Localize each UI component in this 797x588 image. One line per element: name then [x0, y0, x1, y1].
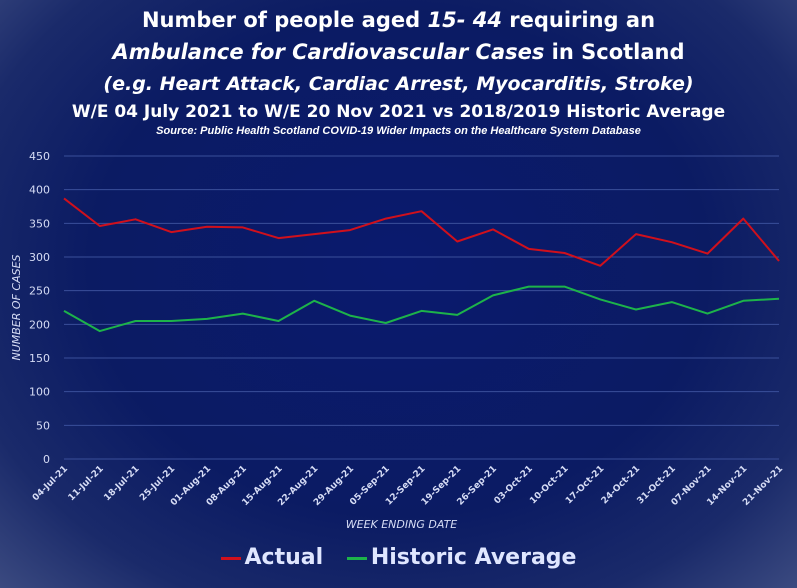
y-tick-label: 150 [29, 352, 50, 365]
y-tick-label: 450 [29, 150, 50, 163]
y-axis-title: NUMBER OF CASES [10, 254, 23, 360]
y-tick-label: 300 [29, 251, 50, 264]
y-tick-label: 100 [29, 386, 50, 399]
legend-swatch-actual [220, 556, 241, 560]
y-tick-label: 0 [43, 453, 50, 466]
y-tick-label: 200 [29, 318, 50, 331]
chart-source: Source: Public Health Scotland COVID-19 … [156, 125, 641, 137]
legend-label-historic: Historic Average [370, 545, 577, 570]
y-tick-label: 400 [29, 184, 50, 197]
x-tick-label: 11-Jul-21 [67, 464, 106, 503]
chart-title-line-2: Ambulance for Cardiovascular Cases in Sc… [112, 40, 685, 64]
chart-title-line-1: Number of people aged 15- 44 requiring a… [141, 8, 656, 32]
series-line-actual [63, 197, 780, 267]
legend-item-actual: Actual [220, 545, 324, 570]
chart-legend: Actual Historic Average [0, 545, 797, 570]
series-line-historic [63, 285, 780, 333]
chart-subtitle: (e.g. Heart Attack, Cardiac Arrest, Myoc… [103, 73, 694, 95]
legend-swatch-historic [346, 556, 367, 560]
y-tick-label: 250 [29, 285, 50, 298]
legend-item-historic: Historic Average [346, 545, 577, 570]
chart-date-range: W/E 04 July 2021 to W/E 20 Nov 2021 vs 2… [71, 102, 726, 122]
y-tick-label: 350 [29, 217, 50, 230]
x-tick-label: 18-Jul-21 [102, 464, 141, 503]
x-tick-label: 04-Jul-21 [31, 464, 70, 503]
x-axis-title: WEEK ENDING DATE [346, 518, 458, 531]
legend-label-actual: Actual [244, 545, 324, 570]
y-tick-label: 50 [36, 419, 50, 432]
